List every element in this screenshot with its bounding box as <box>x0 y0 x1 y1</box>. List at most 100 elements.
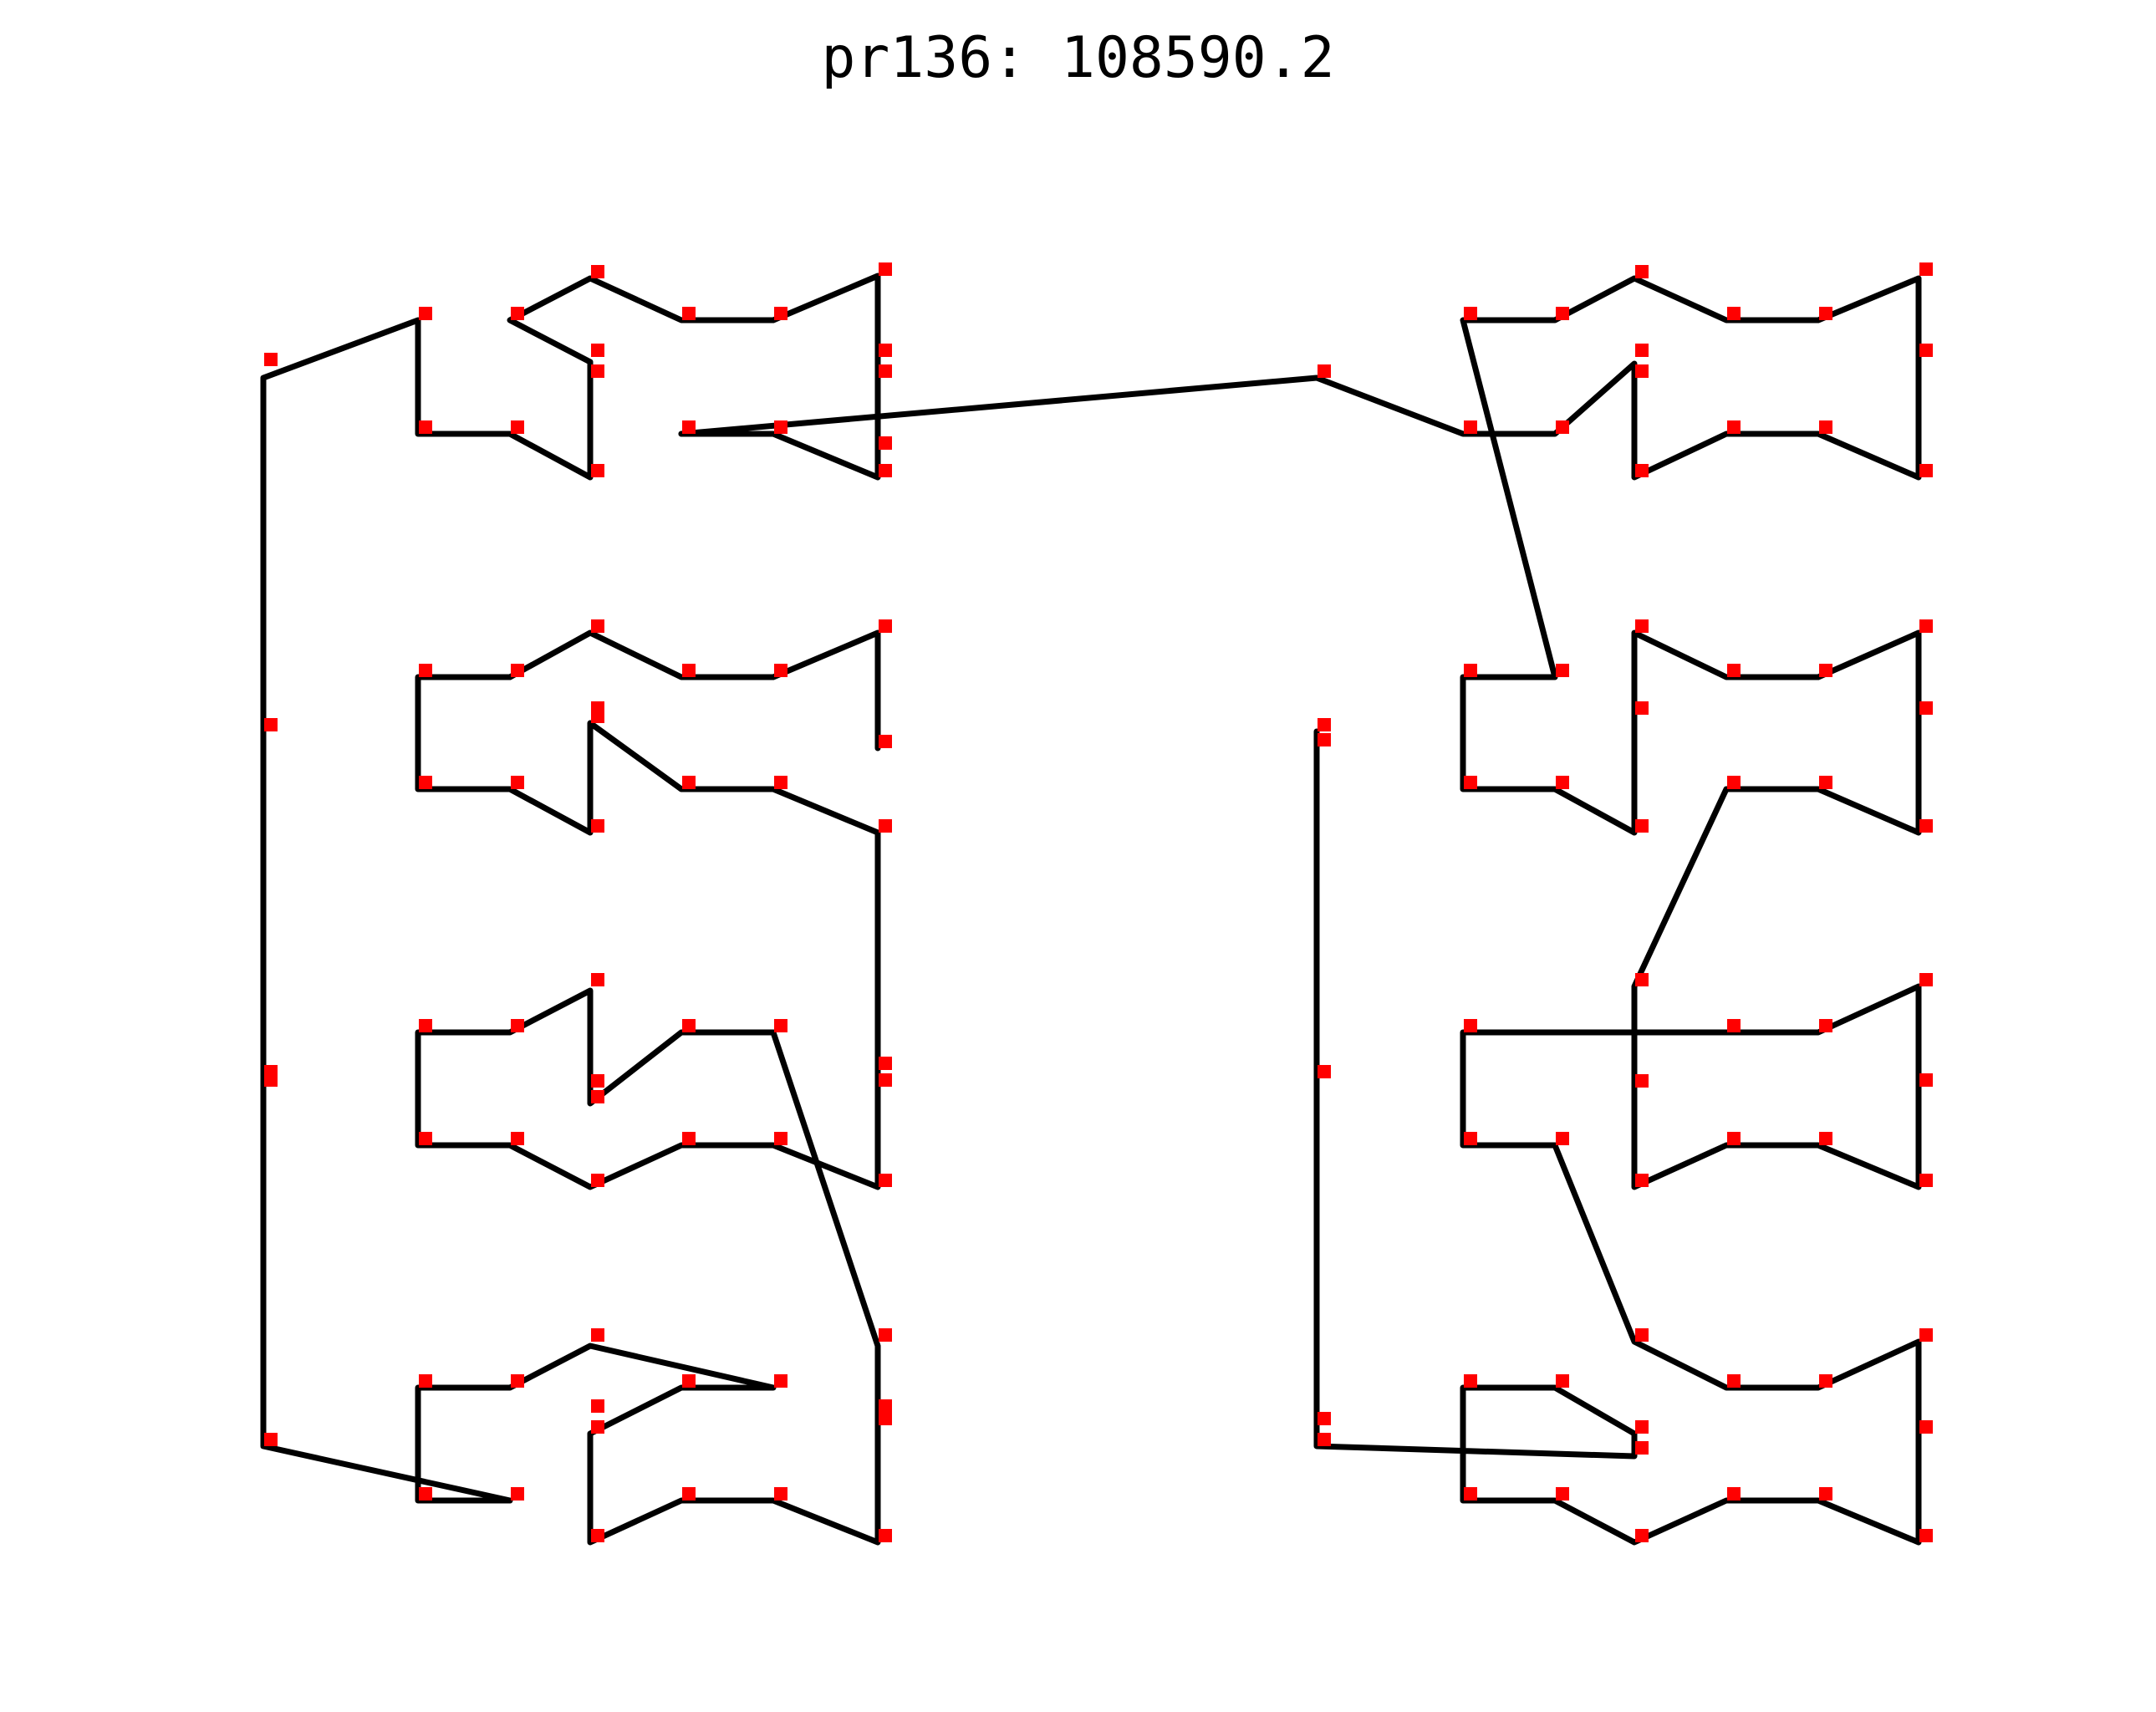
city-point <box>1919 819 1933 833</box>
city-point <box>1819 664 1832 677</box>
city-point <box>774 420 787 434</box>
city-point <box>879 619 892 633</box>
city-point <box>1464 1374 1477 1388</box>
city-point <box>511 307 524 320</box>
city-point <box>879 1529 892 1542</box>
city-point <box>591 1090 604 1103</box>
city-point <box>419 1374 432 1388</box>
city-point <box>264 1065 278 1078</box>
city-point <box>511 776 524 789</box>
city-point <box>1464 1019 1477 1032</box>
city-point <box>1819 776 1832 789</box>
city-point <box>511 664 524 677</box>
city-point <box>1819 420 1832 434</box>
city-point <box>1464 420 1477 434</box>
route-layer <box>260 273 1922 1546</box>
city-point <box>1727 420 1741 434</box>
city-point <box>774 1374 787 1388</box>
city-point <box>682 307 696 320</box>
city-point <box>1919 262 1933 276</box>
city-point <box>511 1132 524 1145</box>
city-point <box>1819 1374 1832 1388</box>
city-point <box>879 1073 892 1087</box>
city-point <box>682 776 696 789</box>
city-point <box>419 307 432 320</box>
city-point <box>1919 1073 1933 1087</box>
city-point <box>1464 664 1477 677</box>
city-point <box>591 1328 604 1342</box>
city-point <box>1464 1487 1477 1501</box>
city-point <box>1635 364 1649 378</box>
city-point <box>591 364 604 378</box>
city-point <box>1635 973 1649 986</box>
city-point <box>1556 776 1569 789</box>
city-point <box>1556 664 1569 677</box>
city-point <box>1819 1019 1832 1032</box>
city-point <box>1464 307 1477 320</box>
city-point <box>591 1420 604 1434</box>
city-point <box>591 973 604 986</box>
city-point <box>1727 1019 1741 1032</box>
city-point <box>1819 307 1832 320</box>
city-point <box>1635 1074 1649 1088</box>
city-point <box>1318 364 1331 378</box>
city-point <box>511 1019 524 1032</box>
city-point <box>264 1433 278 1446</box>
city-point <box>1919 619 1933 633</box>
city-point <box>1919 1174 1933 1187</box>
city-point <box>1556 420 1569 434</box>
city-point <box>774 307 787 320</box>
city-point <box>879 1399 892 1413</box>
city-point <box>1635 1328 1649 1342</box>
city-point <box>879 819 892 833</box>
city-point <box>1635 344 1649 357</box>
city-point <box>419 664 432 677</box>
city-point <box>591 1074 604 1088</box>
chart-title: pr136: 108590.2 <box>821 25 1335 91</box>
city-point <box>879 262 892 276</box>
city-point <box>591 1529 604 1542</box>
city-point <box>879 464 892 477</box>
city-point <box>879 364 892 378</box>
city-point <box>591 819 604 833</box>
city-point <box>1556 1487 1569 1501</box>
city-point <box>879 1174 892 1187</box>
city-point <box>264 718 278 731</box>
city-point <box>1635 1420 1649 1434</box>
city-point <box>591 1399 604 1413</box>
city-point <box>879 735 892 748</box>
city-point <box>774 1487 787 1501</box>
city-point <box>1919 464 1933 477</box>
city-point <box>879 1057 892 1070</box>
city-point <box>1727 1132 1741 1145</box>
city-point <box>1556 1132 1569 1145</box>
city-point <box>591 619 604 633</box>
city-point <box>511 420 524 434</box>
city-point <box>591 265 604 278</box>
city-point <box>419 776 432 789</box>
city-point <box>1318 718 1331 731</box>
city-point <box>1635 265 1649 278</box>
city-point <box>774 776 787 789</box>
city-point <box>682 1132 696 1145</box>
city-point <box>1556 1374 1569 1388</box>
city-point <box>1318 1065 1331 1078</box>
city-point <box>1819 1132 1832 1145</box>
city-point <box>1919 973 1933 986</box>
city-point <box>1318 733 1331 746</box>
city-point <box>419 1487 432 1501</box>
city-point <box>774 664 787 677</box>
city-point <box>419 420 432 434</box>
city-point <box>1727 307 1741 320</box>
city-point <box>879 1328 892 1342</box>
city-point <box>591 701 604 715</box>
city-point <box>511 1487 524 1501</box>
city-point <box>591 1174 604 1187</box>
city-points-layer <box>264 262 1933 1542</box>
city-point <box>1464 776 1477 789</box>
city-point <box>1635 464 1649 477</box>
route-path-right <box>678 275 1922 1546</box>
city-point <box>1318 1412 1331 1425</box>
city-point <box>591 344 604 357</box>
city-point <box>1635 619 1649 633</box>
